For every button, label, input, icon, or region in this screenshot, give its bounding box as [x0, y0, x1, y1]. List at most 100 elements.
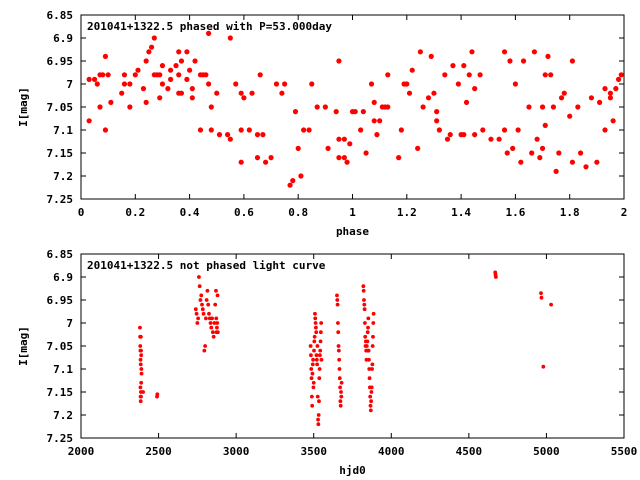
data-point [534, 136, 540, 142]
y-tick-label: 6.95 [47, 55, 74, 68]
data-point [361, 284, 366, 289]
data-point [553, 168, 559, 174]
y-tick-label: 7.15 [47, 147, 74, 160]
data-point [472, 86, 478, 92]
data-point [198, 298, 203, 302]
data-point [337, 367, 342, 371]
x-tick-label: 0.4 [180, 206, 200, 219]
data-point [367, 367, 372, 371]
data-point [215, 330, 220, 335]
y-tick-label: 7.1 [53, 363, 73, 376]
data-point [143, 99, 149, 105]
data-point [309, 367, 314, 371]
data-point [368, 403, 373, 408]
data-point [208, 127, 214, 133]
data-point [215, 325, 219, 330]
data-point [316, 422, 321, 427]
data-point [341, 155, 347, 161]
data-point [577, 150, 584, 156]
y-axis-label: I[mag] [17, 87, 30, 127]
data-point [337, 357, 342, 362]
data-point [314, 357, 319, 362]
data-point [100, 72, 106, 78]
data-point [210, 316, 214, 321]
data-point [176, 72, 182, 78]
data-point [370, 344, 375, 348]
data-point [194, 311, 199, 316]
x-tick-label: 0 [78, 206, 85, 219]
data-point [148, 44, 155, 50]
data-point [366, 316, 371, 321]
data-point [249, 90, 255, 96]
data-point [444, 136, 451, 142]
data-point [279, 90, 285, 96]
data-point [318, 339, 323, 344]
data-point [336, 344, 341, 348]
data-point [184, 76, 190, 82]
data-point [273, 81, 280, 87]
data-point [318, 348, 323, 353]
data-point [556, 150, 562, 156]
data-point [336, 321, 340, 325]
data-point [309, 394, 314, 399]
data-point [206, 30, 212, 36]
data-point [209, 325, 214, 330]
data-point [282, 81, 288, 87]
data-point [461, 132, 467, 138]
data-point [371, 99, 377, 105]
plot-title: 201041+1322.5 not phased light curve [87, 259, 326, 272]
x-tick-label: 0.2 [125, 206, 145, 219]
data-point [311, 385, 316, 390]
data-point [319, 357, 324, 362]
data-point [192, 58, 198, 64]
data-point [542, 122, 548, 128]
data-point [366, 348, 371, 353]
data-point [335, 298, 340, 302]
data-point [233, 81, 239, 87]
data-point [512, 81, 519, 87]
y-tick-label: 7.25 [47, 193, 74, 206]
data-point [310, 362, 315, 367]
data-point [455, 81, 461, 87]
data-point [140, 86, 147, 92]
data-point [313, 321, 318, 325]
data-point [428, 53, 434, 60]
data-point [121, 72, 128, 78]
data-point [501, 127, 508, 133]
data-point [268, 155, 274, 161]
data-point [176, 49, 182, 55]
data-point [425, 95, 432, 101]
data-point [313, 311, 317, 316]
data-point [97, 104, 103, 110]
y-tick-label: 7.2 [53, 409, 73, 422]
y-tick-label: 7.05 [47, 101, 74, 114]
data-point [515, 127, 521, 133]
data-point [167, 76, 174, 82]
data-point [315, 344, 320, 348]
data-point [338, 399, 343, 404]
data-point [139, 371, 144, 376]
data-point [313, 325, 318, 330]
data-point [138, 362, 143, 367]
data-point [613, 86, 619, 92]
data-point [238, 90, 244, 96]
data-point [366, 325, 370, 330]
data-point [352, 109, 358, 115]
data-point [208, 104, 214, 110]
data-point [567, 113, 573, 119]
data-point [311, 357, 315, 362]
data-point [341, 136, 347, 142]
data-point [335, 302, 340, 307]
data-point [143, 58, 149, 64]
data-point [94, 81, 100, 87]
x-tick-label: 3000 [223, 445, 250, 458]
y-tick-label: 7 [66, 317, 73, 330]
data-point [368, 81, 375, 87]
data-point [146, 49, 152, 55]
data-point [371, 321, 376, 325]
data-point [336, 136, 342, 142]
data-point [569, 159, 576, 165]
data-point [339, 394, 344, 399]
data-point [610, 118, 616, 124]
data-point [178, 58, 185, 64]
